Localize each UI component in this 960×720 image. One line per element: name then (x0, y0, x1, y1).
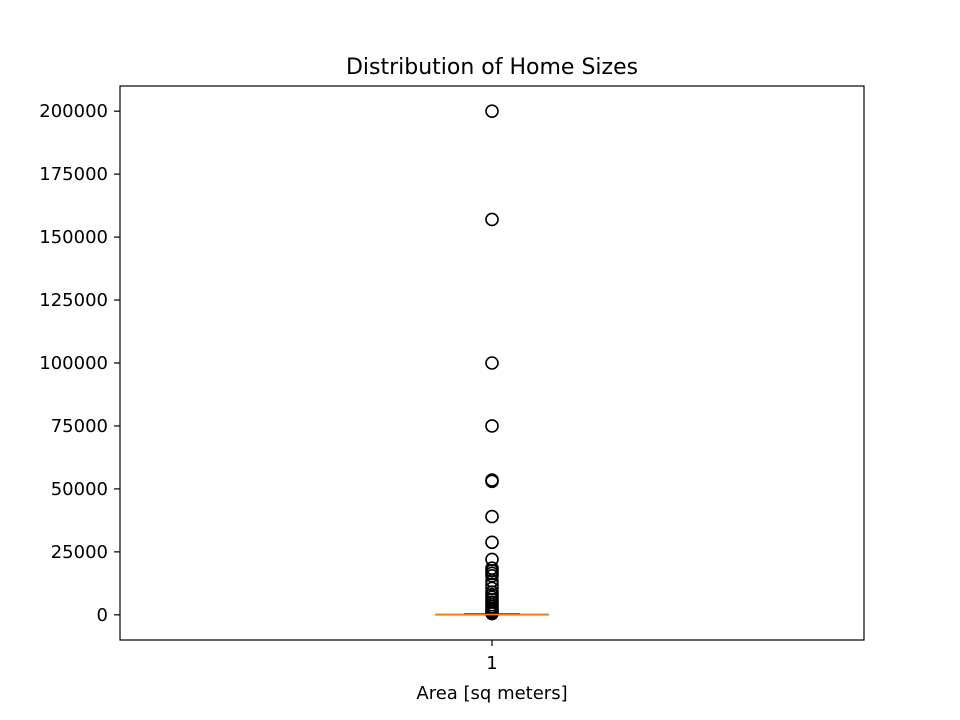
outlier-point (485, 535, 499, 550)
outlier-point (485, 474, 499, 489)
x-tick-label: 1 (486, 653, 497, 674)
y-tick-label: 50000 (51, 479, 108, 500)
outlier-point (485, 419, 499, 433)
y-tick-label: 25000 (51, 542, 108, 563)
x-axis: 1 (486, 640, 498, 674)
axes-frame (119, 85, 865, 641)
y-tick-label: 175000 (39, 164, 108, 185)
y-tick-label: 0 (97, 605, 108, 626)
chart-title: Distribution of Home Sizes (346, 55, 638, 80)
outlier-point (485, 212, 499, 227)
plot-area (119, 85, 865, 641)
outlier-point (485, 356, 499, 370)
x-axis-label: Area [sq meters] (416, 683, 567, 704)
y-tick-label: 100000 (39, 353, 108, 374)
y-tick-label: 125000 (39, 290, 108, 311)
outlier-point (485, 104, 499, 118)
outlier-point (485, 606, 499, 621)
y-tick-label: 150000 (39, 227, 108, 248)
y-axis: 0 25000 50000 75000 100000 125000 150000 175000… (39, 101, 120, 626)
outlier-point (485, 509, 499, 524)
y-tick-label: 200000 (39, 101, 108, 122)
y-tick-label: 75000 (51, 416, 108, 437)
